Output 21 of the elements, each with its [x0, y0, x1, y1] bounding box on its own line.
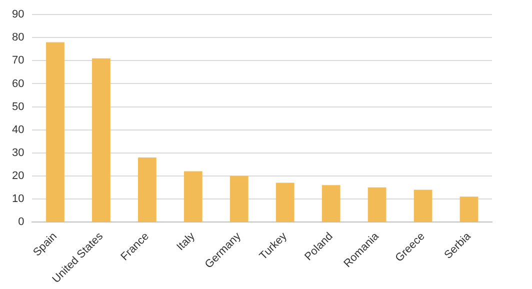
bar — [460, 196, 478, 222]
bar — [46, 42, 64, 222]
y-tick-label: 30 — [12, 146, 24, 159]
y-tick-label: 20 — [12, 170, 24, 182]
bar — [92, 58, 110, 222]
y-tick-label: 0 — [18, 216, 24, 228]
y-tick-label: 10 — [12, 192, 24, 205]
bar — [368, 187, 386, 222]
x-tick-label: Italy — [174, 230, 198, 254]
y-tick-label: 80 — [12, 32, 24, 44]
bar — [276, 182, 294, 222]
bar — [230, 176, 248, 222]
y-tick-label: 70 — [12, 54, 24, 67]
bar — [138, 157, 156, 222]
y-tick-label: 90 — [12, 8, 24, 21]
y-tick-label: 60 — [12, 78, 24, 90]
bar — [184, 171, 202, 222]
y-tick-label: 50 — [12, 100, 24, 113]
bar — [322, 185, 340, 222]
y-tick-label: 40 — [12, 124, 24, 136]
bar — [414, 190, 432, 222]
